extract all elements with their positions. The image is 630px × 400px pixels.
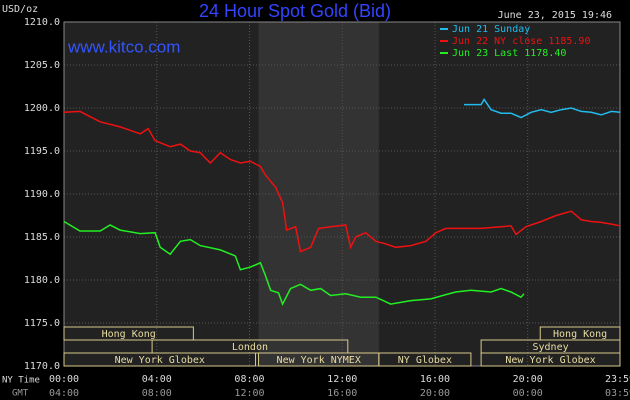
legend-label: Jun 22 NY close 1185.90 (452, 36, 590, 47)
legend-label: Jun 21 Sunday (452, 24, 530, 35)
session-label: NY Globex (398, 355, 452, 366)
x2-tick-label: 00:00 (513, 388, 543, 399)
y-axis-label: USD/oz (2, 4, 38, 15)
y-tick-label: 1175.0 (24, 318, 60, 329)
x-tick-label: 12:00 (327, 374, 357, 385)
session-box (63, 352, 257, 367)
series-line (63, 220, 525, 306)
y-tick-label: 1210.0 (24, 17, 60, 28)
x2-tick-label: 20:00 (420, 388, 450, 399)
x2-tick-label: 03:59 (605, 388, 630, 399)
series-line (63, 110, 621, 253)
series-line (464, 97, 621, 119)
legend-label: Jun 23 Last 1178.40 (452, 48, 566, 59)
x2-tick-label: 16:00 (327, 388, 357, 399)
session-box (63, 326, 194, 341)
x-tick-label: 20:00 (513, 374, 543, 385)
session-label: New York NYMEX (277, 355, 361, 366)
session-label: Sydney (532, 342, 568, 353)
timestamp: June 23, 2015 19:46 (498, 10, 612, 21)
y-tick-label: 1200.0 (24, 103, 60, 114)
x-tick-label: 23:59 (605, 374, 630, 385)
y-tick-label: 1180.0 (24, 275, 60, 286)
plot-area (63, 21, 621, 367)
session-label: London (232, 342, 268, 353)
y-tick-label: 1170.0 (24, 361, 60, 372)
x2-tick-label: 04:00 (49, 388, 79, 399)
chart-title: 24 Hour Spot Gold (Bid) (199, 1, 391, 21)
y-tick-label: 1195.0 (24, 146, 60, 157)
session-shade (258, 22, 379, 366)
session-box (480, 352, 621, 367)
session-label: New York Globex (115, 355, 205, 366)
watermark: www.kitco.com (67, 37, 180, 56)
x-axis-label: NY Time (2, 376, 40, 386)
y-tick-label: 1190.0 (24, 189, 60, 200)
y-tick-label: 1205.0 (24, 60, 60, 71)
x-tick-label: 08:00 (234, 374, 264, 385)
x-tick-label: 04:00 (142, 374, 172, 385)
session-label: New York Globex (505, 355, 595, 366)
y-tick-label: 1185.0 (24, 232, 60, 243)
session-label: Hong Kong (553, 329, 607, 340)
x2-tick-label: 12:00 (234, 388, 264, 399)
x2-axis-label: GMT (12, 389, 29, 399)
session-label: Hong Kong (102, 329, 156, 340)
x-tick-label: 00:00 (49, 374, 79, 385)
x2-tick-label: 08:00 (142, 388, 172, 399)
x-tick-label: 16:00 (420, 374, 450, 385)
session-box (378, 352, 472, 367)
